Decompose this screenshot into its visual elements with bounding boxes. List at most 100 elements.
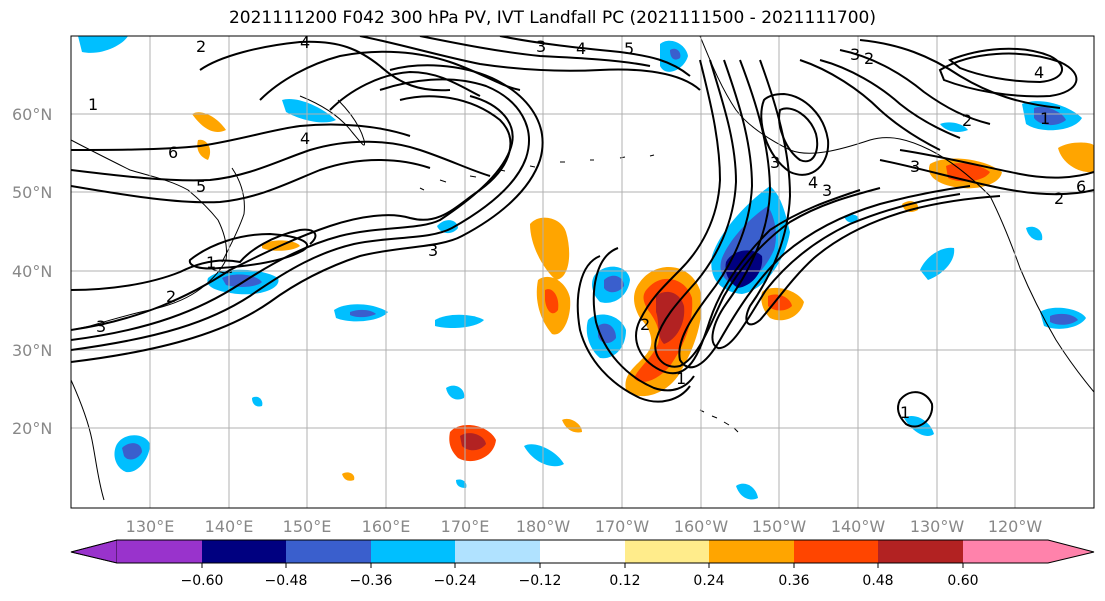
map-border bbox=[70, 35, 1095, 509]
graticule bbox=[71, 36, 1094, 508]
pv-contour bbox=[188, 232, 308, 270]
negative-anomaly-region bbox=[122, 443, 142, 460]
pv-contour bbox=[71, 78, 530, 351]
pv-contour bbox=[897, 391, 934, 428]
pv-contour bbox=[839, 49, 991, 125]
colorbar-segment bbox=[455, 540, 540, 563]
negative-anomaly-region bbox=[1026, 226, 1043, 241]
pv-contour bbox=[799, 59, 941, 151]
philippines-coastline bbox=[71, 379, 105, 501]
contour-label: 3 bbox=[428, 241, 438, 260]
colorbar-segment bbox=[117, 540, 202, 563]
pv-contour bbox=[760, 92, 830, 176]
contour-label: 4 bbox=[1034, 63, 1044, 82]
contour-label: 3 bbox=[910, 157, 920, 176]
lon-label: 160°E bbox=[362, 517, 411, 536]
contour-label: 4 bbox=[300, 33, 310, 52]
contour-label: 3 bbox=[536, 37, 546, 56]
negative-anomaly-region bbox=[252, 396, 263, 407]
contour-label: 3 bbox=[96, 317, 106, 336]
contour-label: 1 bbox=[676, 369, 686, 388]
negative-anomaly-region bbox=[350, 309, 376, 318]
contour-label: 2 bbox=[640, 315, 650, 334]
contour-label: 4 bbox=[300, 129, 310, 148]
pv-contour bbox=[778, 107, 819, 163]
lon-label: 160°W bbox=[674, 517, 729, 536]
pv-contour bbox=[711, 59, 961, 350]
contour-label: 1 bbox=[88, 95, 98, 114]
pv-contour bbox=[899, 149, 1094, 179]
negative-anomaly-region bbox=[1050, 313, 1078, 325]
negative-anomaly-region bbox=[844, 214, 859, 223]
contour-label: 6 bbox=[168, 143, 178, 162]
contour-label: 2 bbox=[1054, 189, 1064, 208]
colorbar-outline bbox=[70, 539, 1095, 564]
contour-labels: 4 3 4 5 2 1 4 6 5 1 2 3 3 3 2 3 4 3 3 2 … bbox=[88, 33, 1086, 422]
pv-contour bbox=[879, 159, 1094, 196]
contour-label: 3 bbox=[822, 181, 832, 200]
contour-label: 6 bbox=[1076, 177, 1086, 196]
contour-label: 2 bbox=[196, 37, 206, 56]
colorbar-tick-label: 0.36 bbox=[778, 573, 809, 589]
negative-anomaly-region bbox=[446, 385, 465, 400]
lon-label: 150°W bbox=[752, 517, 807, 536]
lat-label: 60°N bbox=[12, 105, 52, 124]
colorbar-tick-label: −0.12 bbox=[519, 573, 562, 589]
contour-label: 2 bbox=[962, 111, 972, 130]
hawaiian-islands bbox=[699, 409, 739, 433]
colorbar-tick-label: −0.24 bbox=[434, 573, 477, 589]
colorbar-tick-label: −0.60 bbox=[181, 573, 224, 589]
positive-anomaly-region bbox=[530, 217, 570, 280]
contour-label: 4 bbox=[808, 173, 818, 192]
colorbar-segment bbox=[286, 540, 371, 563]
contour-label: 5 bbox=[624, 39, 634, 58]
negative-anomaly-region bbox=[524, 444, 564, 467]
pv-contour bbox=[71, 140, 491, 182]
contour-label: 1 bbox=[900, 403, 910, 422]
longitude-labels: 130°E 140°E 150°E 160°E 170°E 180°W 170°… bbox=[126, 517, 1043, 536]
pv-contours bbox=[71, 36, 1094, 428]
pv-contour bbox=[859, 39, 1061, 109]
negative-anomaly-region bbox=[78, 36, 128, 53]
pv-contour bbox=[635, 59, 861, 375]
colorbar-tick-label: 0.60 bbox=[947, 573, 978, 589]
lon-label: 140°W bbox=[831, 517, 886, 536]
positive-anomaly-region bbox=[192, 112, 226, 133]
pv-contour bbox=[71, 159, 431, 204]
pv-contour bbox=[259, 50, 521, 101]
pv-contour bbox=[499, 36, 691, 77]
lon-label: 150°E bbox=[283, 517, 332, 536]
pv-contour bbox=[71, 95, 512, 331]
negative-anomaly-region bbox=[222, 274, 262, 287]
colorbar-segment bbox=[625, 540, 709, 563]
colorbar-segment bbox=[709, 540, 794, 563]
negative-anomaly-region bbox=[435, 314, 484, 328]
positive-anomaly-region bbox=[460, 433, 486, 451]
lon-label: 140°E bbox=[205, 517, 254, 536]
negative-anomaly-region bbox=[282, 98, 336, 123]
pv-contour bbox=[745, 59, 1001, 326]
lon-label: 130°W bbox=[910, 517, 965, 536]
negative-anomaly-region bbox=[456, 479, 467, 488]
colorbar-segment bbox=[202, 540, 286, 563]
colorbar-segment bbox=[540, 540, 625, 563]
colorbar-tick-label: 0.24 bbox=[693, 573, 724, 589]
contour-label: 5 bbox=[196, 177, 206, 196]
latitude-labels: 60°N 50°N 40°N 30°N 20°N bbox=[12, 105, 52, 438]
contour-label: 1 bbox=[1040, 109, 1050, 128]
colorbar-max-extension bbox=[963, 540, 1094, 563]
lon-label: 180°W bbox=[516, 517, 571, 536]
lon-label: 170°E bbox=[441, 517, 490, 536]
kamchatka-coastline bbox=[299, 95, 365, 146]
contour-label: 3 bbox=[850, 45, 860, 64]
negative-anomaly-region bbox=[940, 122, 968, 132]
lat-label: 50°N bbox=[12, 183, 52, 202]
contour-label: 1 bbox=[206, 253, 216, 272]
positive-anomaly-region bbox=[342, 472, 355, 481]
lon-label: 130°E bbox=[126, 517, 175, 536]
pv-contour bbox=[592, 247, 695, 392]
negative-anomaly-region bbox=[437, 220, 458, 234]
negative-anomaly-region bbox=[1034, 106, 1066, 126]
pv-contour bbox=[329, 70, 481, 111]
lon-label: 170°W bbox=[595, 517, 650, 536]
